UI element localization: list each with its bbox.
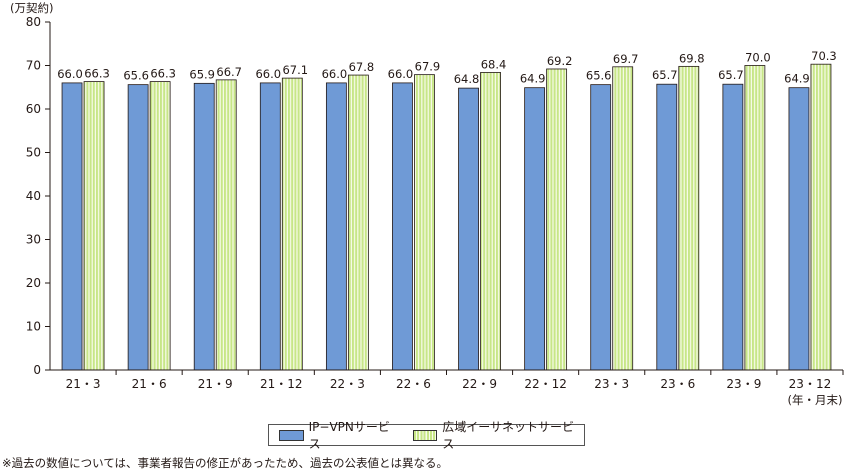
data-label-ip-vpn: 64.8	[454, 72, 480, 86]
data-label-wide-ethernet: 66.3	[150, 67, 176, 81]
footnote: ※過去の数値については、事業者報告の修正があったため、過去の公表値とは異なる。	[2, 456, 449, 470]
legend-label-ip-vpn: IP−VPNサービス	[308, 420, 390, 451]
data-label-ip-vpn: 66.0	[255, 67, 281, 81]
data-label-ip-vpn: 64.9	[520, 72, 546, 86]
data-label-ip-vpn: 65.9	[189, 67, 215, 81]
data-label-wide-ethernet: 69.8	[679, 51, 705, 65]
data-label-wide-ethernet: 68.4	[481, 57, 507, 71]
y-tick-label: 40	[26, 189, 41, 203]
bar-ip-vpn	[590, 84, 612, 371]
bar-wide-ethernet	[149, 81, 171, 371]
bar-ip-vpn	[259, 82, 281, 371]
data-label-ip-vpn: 66.0	[322, 67, 348, 81]
data-label-ip-vpn: 66.0	[57, 67, 83, 81]
data-label-wide-ethernet: 67.9	[415, 60, 441, 74]
data-label-wide-ethernet: 66.7	[216, 65, 242, 79]
x-tick-label: 21・6	[132, 377, 167, 391]
data-label-wide-ethernet: 67.1	[282, 63, 308, 77]
legend-item-wide-ethernet: 広域イーサネットサービス	[412, 418, 578, 452]
bar-ip-vpn	[524, 87, 546, 371]
y-tick-label: 60	[26, 102, 41, 116]
x-tick-label: 21・12	[260, 377, 303, 391]
x-tick-label: 21・9	[198, 377, 233, 391]
x-tick-label: 22・3	[330, 377, 365, 391]
y-tick-label: 0	[33, 363, 41, 377]
x-tick-label: 22・9	[462, 377, 497, 391]
legend-swatch-wide-ethernet	[412, 429, 438, 441]
bar-wide-ethernet	[347, 74, 369, 371]
x-tick-label: 22・12	[524, 377, 567, 391]
bar-ip-vpn	[392, 82, 413, 371]
bar-wide-ethernet	[480, 72, 501, 371]
data-label-wide-ethernet: 69.7	[613, 52, 639, 66]
data-label-ip-vpn: 65.6	[123, 69, 149, 83]
bar-wide-ethernet	[83, 81, 105, 371]
data-label-ip-vpn: 64.9	[784, 72, 810, 86]
bar-wide-ethernet	[678, 65, 700, 371]
data-label-wide-ethernet: 67.8	[349, 60, 375, 74]
data-label-ip-vpn: 65.6	[586, 69, 612, 83]
bar-wide-ethernet	[215, 79, 237, 371]
bar-ip-vpn	[722, 83, 744, 371]
x-tick-label: 23・3	[594, 377, 629, 391]
x-tick-label: 23・12	[789, 377, 832, 391]
data-label-ip-vpn: 66.0	[388, 67, 414, 81]
x-tick-label: 23・9	[726, 377, 761, 391]
bar-wide-ethernet	[810, 63, 832, 371]
x-tick-label: 22・6	[396, 377, 431, 391]
data-label-ip-vpn: 65.7	[718, 68, 744, 82]
y-tick-label: 10	[26, 320, 41, 334]
data-label-wide-ethernet: 69.2	[547, 54, 573, 68]
x-tick-label: 23・6	[660, 377, 695, 391]
bar-wide-ethernet	[612, 66, 634, 371]
y-tick-label: 20	[26, 276, 41, 290]
x-tick-label: 21・3	[66, 377, 101, 391]
bar-ip-vpn	[325, 82, 347, 371]
bar-ip-vpn	[193, 82, 215, 371]
bar-ip-vpn	[127, 84, 149, 371]
y-tick-label: 80	[26, 15, 41, 29]
bar-ip-vpn	[656, 83, 678, 371]
y-tick-label: 30	[26, 233, 41, 247]
y-tick-label: 50	[26, 146, 41, 160]
x-axis-unit: (年・月末)	[788, 393, 843, 407]
legend-swatch-ip-vpn	[279, 429, 304, 441]
bar-wide-ethernet	[546, 68, 568, 371]
data-label-wide-ethernet: 70.0	[745, 51, 771, 65]
bar-ip-vpn	[458, 87, 479, 371]
legend: IP−VPNサービス 広域イーサネットサービス	[268, 420, 585, 451]
data-label-wide-ethernet: 66.3	[84, 67, 110, 81]
bar-wide-ethernet	[744, 65, 766, 371]
bar-ip-vpn	[61, 82, 83, 371]
legend-item-ip-vpn: IP−VPNサービス	[279, 418, 397, 452]
y-axis-unit: (万契約)	[10, 1, 53, 15]
y-tick-label: 70	[26, 59, 41, 73]
bar-ip-vpn	[788, 87, 810, 371]
legend-label-wide-ethernet: 広域イーサネットサービス	[442, 420, 575, 451]
bar-wide-ethernet	[414, 74, 435, 371]
data-label-wide-ethernet: 70.3	[811, 49, 837, 63]
data-label-ip-vpn: 65.7	[652, 68, 678, 82]
bar-wide-ethernet	[281, 77, 303, 371]
